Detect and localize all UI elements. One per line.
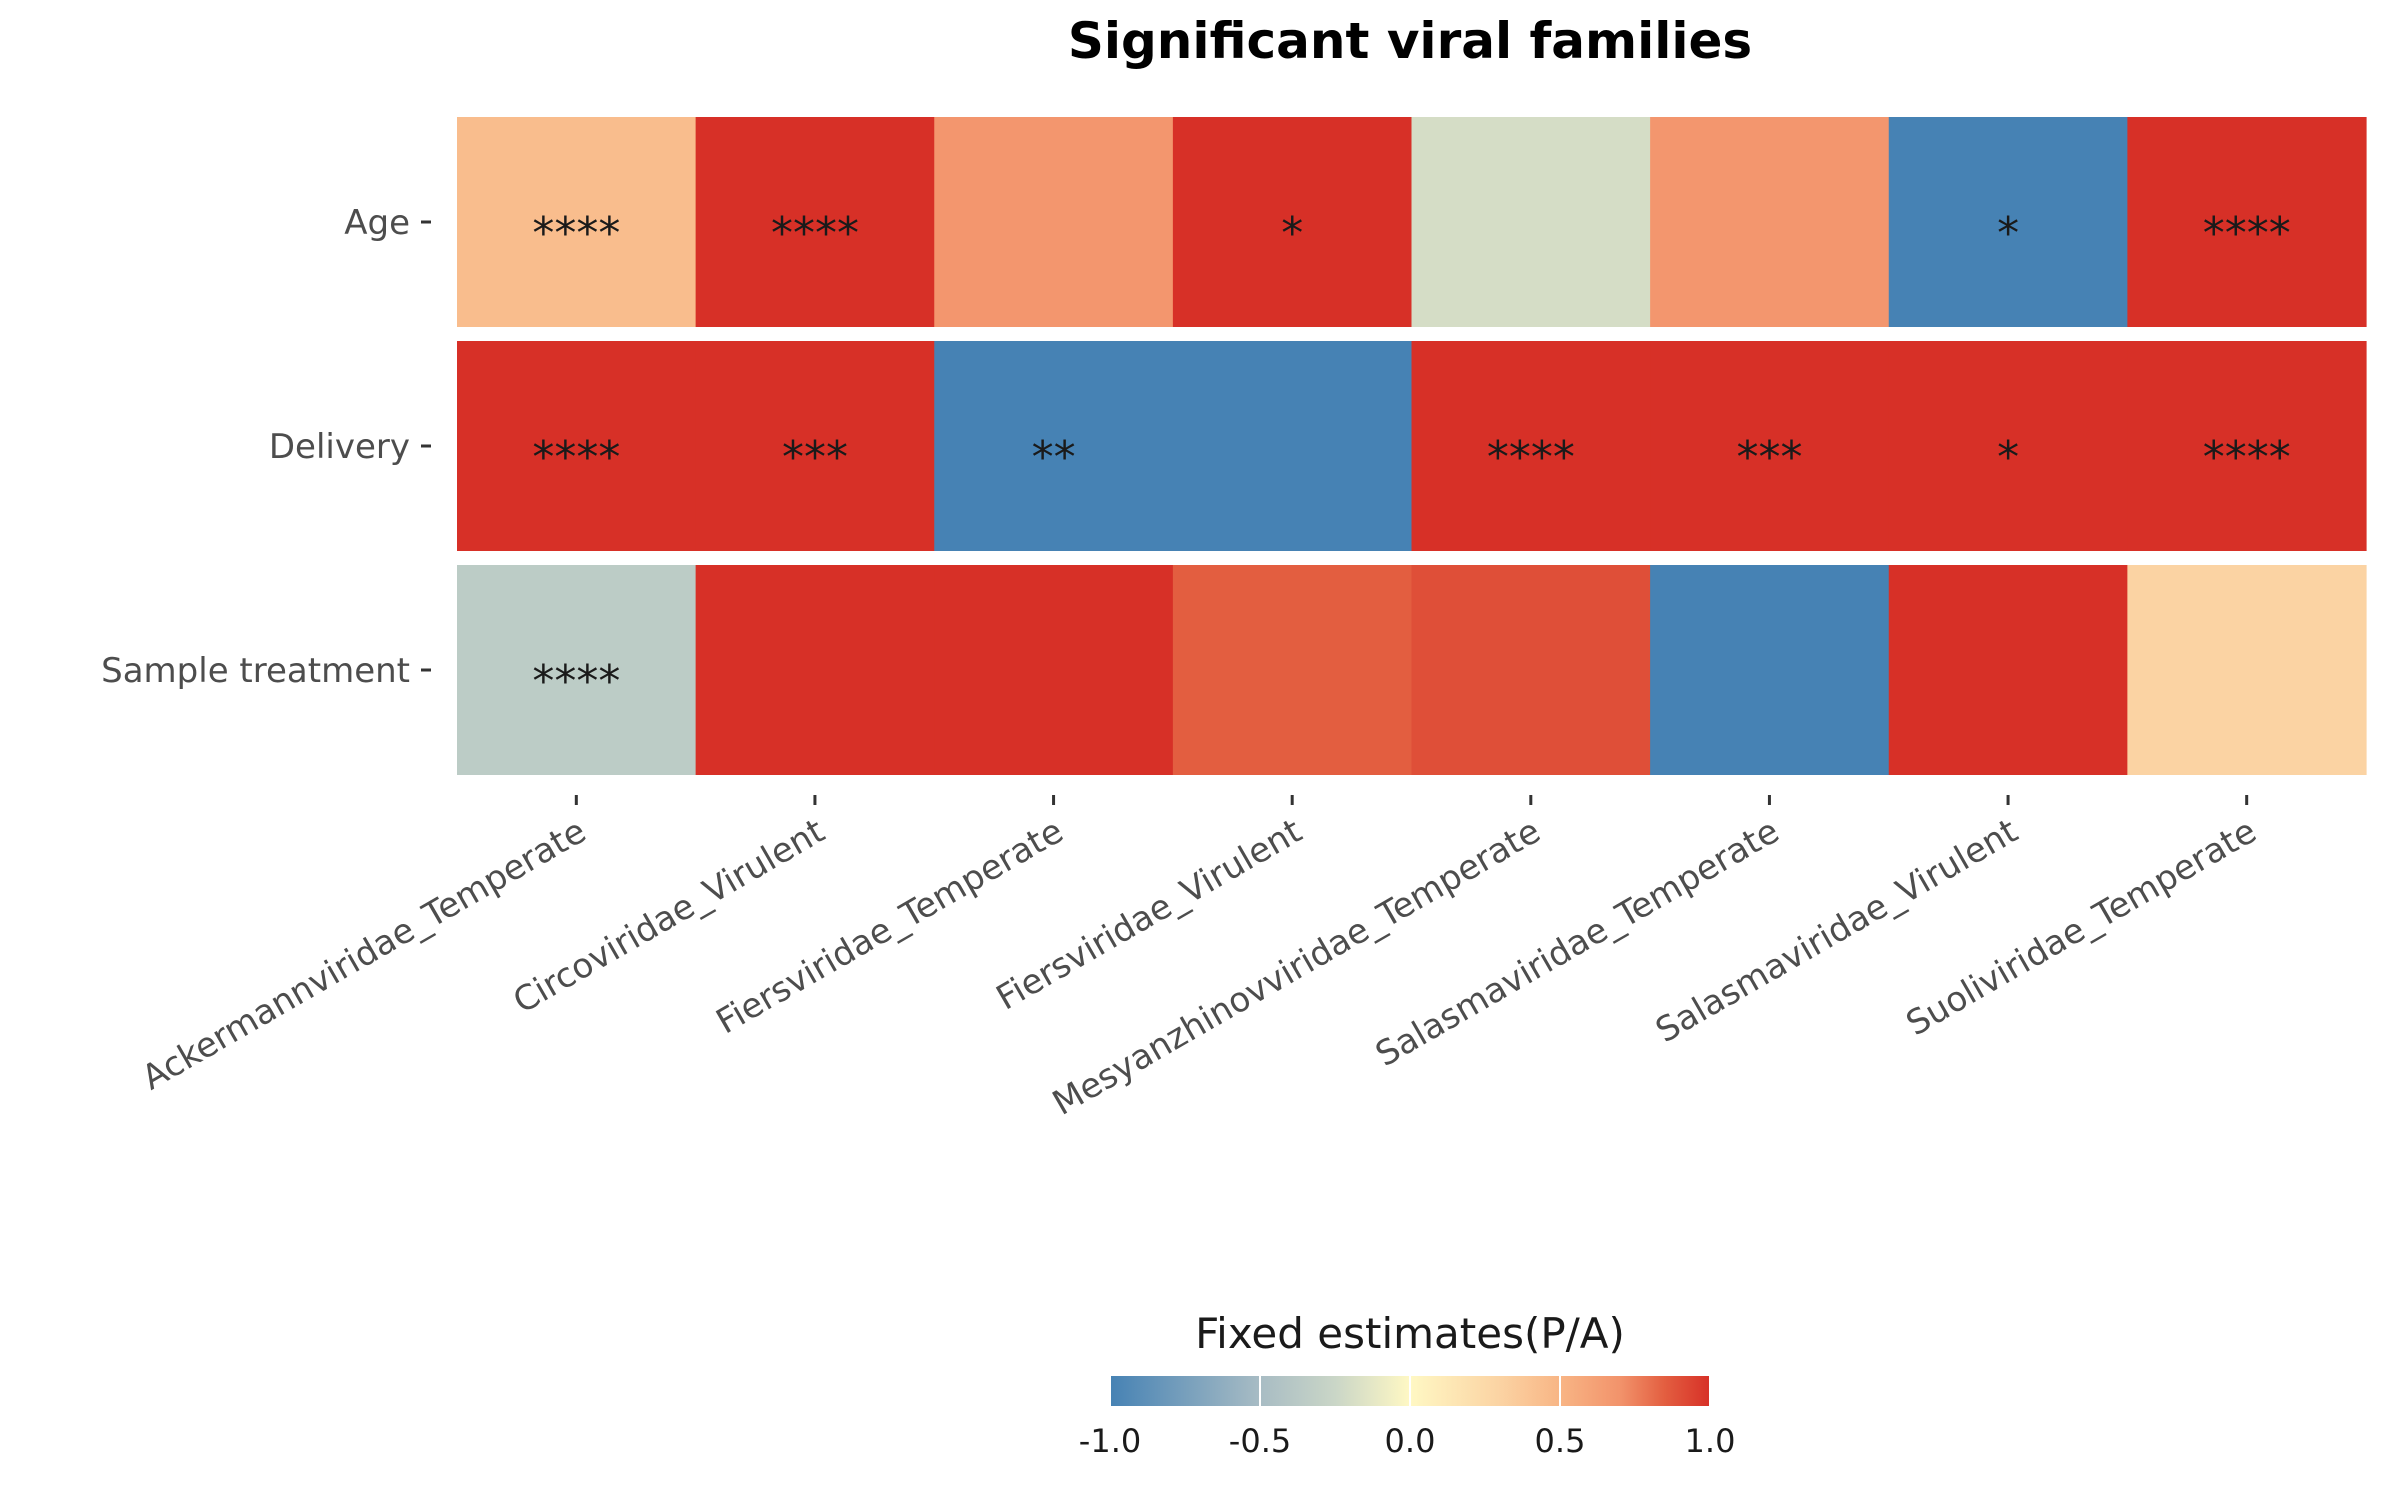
heatmap-cell: [1172, 341, 1413, 551]
heatmap-cell: [695, 565, 935, 775]
x-tick-label: Mesyanzhinovviridae_Temperate: [1046, 811, 1547, 1124]
legend-ticks: -1.0 -0.5 0.0 0.5 1.0: [1079, 1376, 1736, 1460]
legend-tick-label: 0.0: [1385, 1422, 1436, 1460]
heatmap-cell: [934, 565, 1174, 775]
significance-label: **: [1032, 432, 1076, 483]
heatmap-cell: [1172, 565, 1413, 775]
significance-label: ****: [2203, 208, 2291, 259]
significance-label: ****: [771, 208, 859, 259]
x-tick-label: Ackermannviridae_Temperate: [135, 811, 592, 1098]
significance-labels: **** **** * * ******** *** ** **** *** * ********: [532, 208, 2290, 707]
legend-tick-label: 1.0: [1685, 1422, 1736, 1460]
heatmap-cell: [934, 341, 1174, 551]
heatmap-cell: [1411, 565, 1651, 775]
y-tick-label: Delivery: [269, 427, 410, 467]
color-legend: Fixed estimates(P/A) -1.0 -0.5 0.0 0.5 1.0: [1079, 1309, 1736, 1460]
heatmap-cell: [457, 117, 697, 327]
significance-label: ****: [532, 432, 620, 483]
x-axis: Ackermannviridae_TemperateCircoviridae_V…: [135, 795, 2263, 1124]
significance-label: ****: [532, 208, 620, 259]
legend-tick-label: 0.5: [1535, 1422, 1586, 1460]
y-tick-label: Age: [344, 203, 410, 243]
heatmap-cell: [457, 565, 697, 775]
heatmap-cell: [2127, 565, 2367, 775]
significance-label: ***: [1736, 432, 1802, 483]
heatmap-cell: [2127, 117, 2367, 327]
heatmap-cell: [1650, 565, 1890, 775]
heatmap-cell: [695, 117, 935, 327]
heatmap-cell: [1172, 117, 1413, 327]
heatmap-cell: [457, 341, 697, 551]
legend-title: Fixed estimates(P/A): [1195, 1309, 1625, 1358]
heatmap-cell: [1411, 341, 1651, 551]
heatmap-cell: [1888, 117, 2128, 327]
heatmap-cell: [1650, 341, 1890, 551]
y-axis: Age Delivery Sample treatment: [101, 203, 431, 691]
significance-label: ****: [2203, 432, 2291, 483]
y-tick-label: Sample treatment: [101, 651, 410, 691]
significance-label: ****: [532, 656, 620, 707]
chart-title: Significant viral families: [1068, 12, 1752, 70]
heatmap-cell: [695, 341, 935, 551]
x-tick-label: Salasmaviridae_Temperate: [1369, 811, 1786, 1075]
heatmap-cells: [457, 117, 2367, 775]
heatmap-cell: [1411, 117, 1651, 327]
significance-label: *: [1997, 432, 2019, 483]
legend-tick-label: -1.0: [1079, 1422, 1141, 1460]
legend-tick-label: -0.5: [1229, 1422, 1291, 1460]
heatmap-cell: [2127, 341, 2367, 551]
heatmap-cell: [1650, 117, 1890, 327]
significance-label: ***: [782, 432, 848, 483]
heatmap-cell: [934, 117, 1174, 327]
heatmap-cell: [1888, 341, 2128, 551]
significance-label: *: [1281, 208, 1303, 259]
significance-label: ****: [1487, 432, 1575, 483]
heatmap-cell: [1888, 565, 2128, 775]
significance-label: *: [1997, 208, 2019, 259]
